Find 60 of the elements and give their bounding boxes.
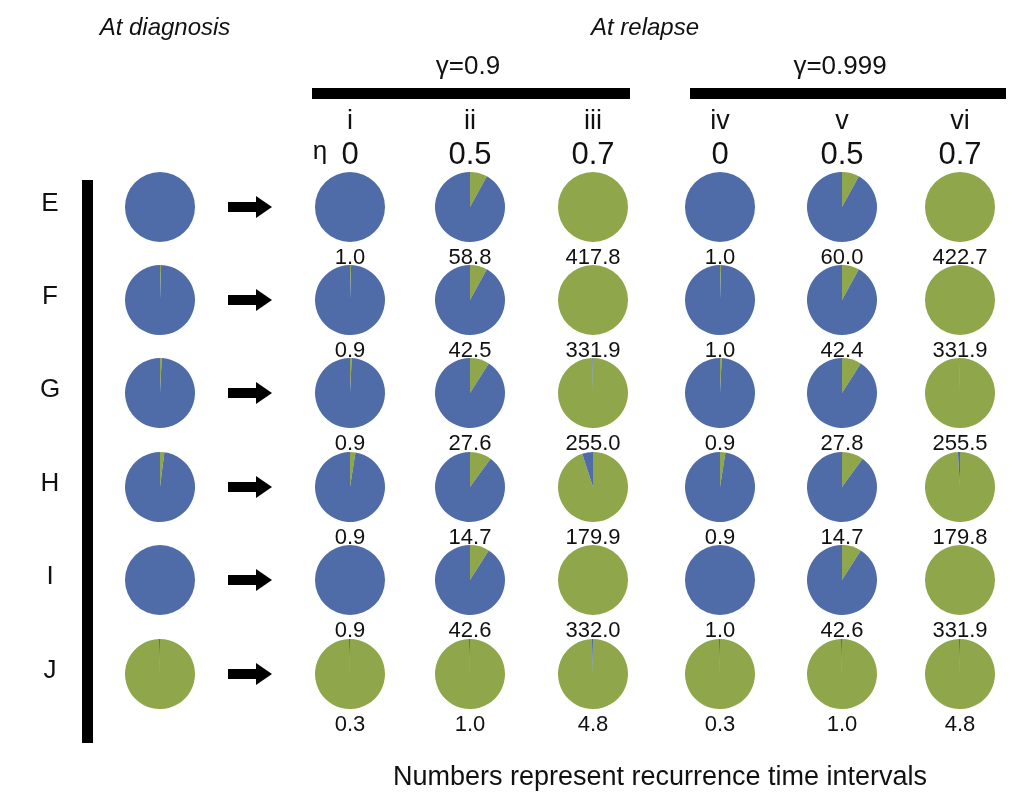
text: At relapse <box>590 13 700 40</box>
text: 27.6 <box>448 430 492 455</box>
text: 42.4 <box>820 337 864 362</box>
text: 255.0 <box>565 430 621 455</box>
text: 42.6 <box>820 617 864 642</box>
text: 0 <box>341 135 359 171</box>
text: F <box>42 280 58 310</box>
text: G <box>39 373 61 403</box>
text: 1.0 <box>334 244 366 269</box>
text: ii <box>464 104 476 135</box>
text: 417.8 <box>565 244 621 269</box>
text: v <box>835 104 849 135</box>
text: 179.9 <box>565 524 621 549</box>
text: 331.9 <box>932 617 988 642</box>
text: 331.9 <box>565 337 621 362</box>
text: 0.3 <box>704 711 736 736</box>
text: 42.6 <box>448 617 492 642</box>
text: 0.3 <box>334 711 366 736</box>
text: 0.9 <box>334 337 366 362</box>
text: 0.7 <box>938 135 982 171</box>
text: 422.7 <box>932 244 988 269</box>
text: 0.9 <box>334 617 366 642</box>
text: 0.9 <box>704 524 736 549</box>
text: iii <box>584 104 602 135</box>
text: At diagnosis <box>99 13 231 40</box>
text: iv <box>710 104 730 135</box>
text: 332.0 <box>565 617 621 642</box>
text: 14.7 <box>448 524 492 549</box>
text: I <box>46 560 54 590</box>
text: 0.9 <box>334 430 366 455</box>
text: 0.9 <box>334 524 366 549</box>
text: γ=0.999 <box>793 50 887 80</box>
text: 1.0 <box>704 244 736 269</box>
text: 1.0 <box>826 711 858 736</box>
text: i <box>347 104 353 135</box>
text: 331.9 <box>932 337 988 362</box>
text: 255.5 <box>932 430 988 455</box>
text: 58.8 <box>448 244 492 269</box>
text: vi <box>950 104 970 135</box>
text: 27.8 <box>820 430 864 455</box>
text: 4.8 <box>577 711 609 736</box>
text: 1.0 <box>704 617 736 642</box>
text: γ=0.9 <box>435 50 501 80</box>
text: J <box>43 654 57 684</box>
text: 60.0 <box>820 244 864 269</box>
text: 0.5 <box>820 135 864 171</box>
text: 1.0 <box>704 337 736 362</box>
text: 0.5 <box>448 135 492 171</box>
text: E <box>41 187 59 217</box>
text: 0 <box>711 135 729 171</box>
text: 14.7 <box>820 524 864 549</box>
text: 179.8 <box>932 524 988 549</box>
text: η <box>312 135 328 165</box>
text: 42.5 <box>448 337 492 362</box>
text: 0.7 <box>571 135 615 171</box>
text: 4.8 <box>944 711 976 736</box>
text: Numbers represent recurrence time intervals <box>392 760 928 791</box>
text: 0.9 <box>704 430 736 455</box>
text: 1.0 <box>454 711 486 736</box>
text: H <box>40 467 60 497</box>
